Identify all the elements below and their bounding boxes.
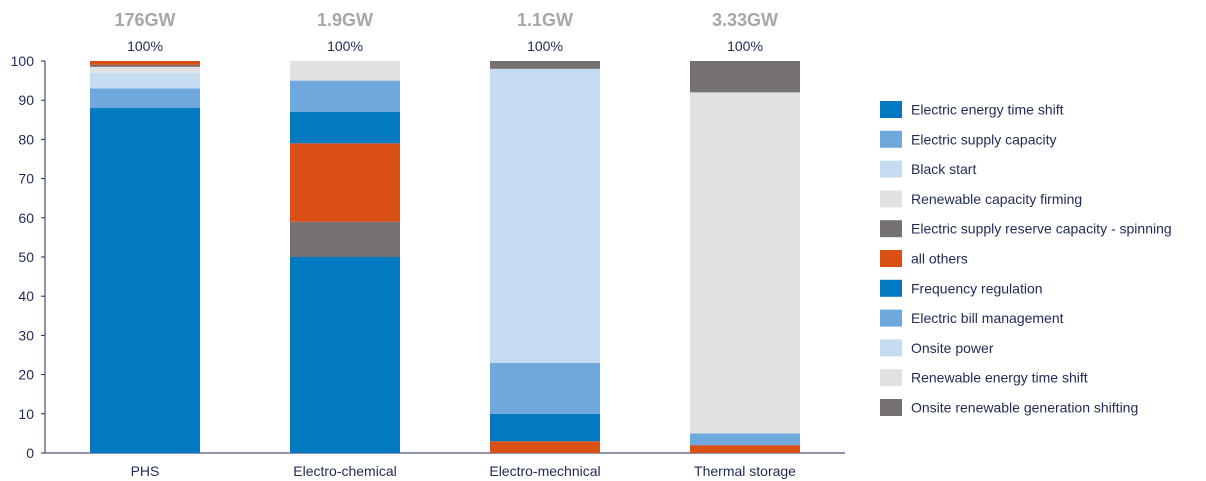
legend-swatch xyxy=(880,101,902,118)
legend-swatch xyxy=(880,369,902,387)
legend-label: Electric bill management xyxy=(911,310,1064,326)
bar-segment xyxy=(290,143,400,222)
y-tick-label: 20 xyxy=(18,367,34,383)
category-label: Thermal storage xyxy=(694,463,796,479)
y-tick-label: 100 xyxy=(11,53,35,69)
bar-segment xyxy=(490,413,600,442)
y-tick-label: 0 xyxy=(26,445,34,461)
y-tick-label: 60 xyxy=(18,210,34,226)
legend-label: Black start xyxy=(911,161,976,177)
bar-segment xyxy=(290,111,400,144)
total-label: 100% xyxy=(127,38,163,54)
capacity-label: 176GW xyxy=(114,10,175,30)
category-label: Electro-chemical xyxy=(293,463,396,479)
total-label: 100% xyxy=(327,38,363,54)
bar-segment xyxy=(690,61,800,93)
bar-segment xyxy=(690,445,800,453)
total-label: 100% xyxy=(527,38,563,54)
bar-segment xyxy=(90,108,200,453)
y-tick-label: 50 xyxy=(18,249,34,265)
bar-segment xyxy=(490,68,600,363)
capacity-label: 1.1GW xyxy=(517,10,573,30)
legend-swatch xyxy=(880,220,902,238)
legend-swatch xyxy=(880,250,902,267)
legend-swatch xyxy=(880,279,902,297)
bar-segment xyxy=(290,257,400,453)
y-tick-label: 10 xyxy=(18,406,34,422)
legend-label: Onsite renewable generation shifting xyxy=(911,400,1138,416)
legend-label: Electric supply reserve capacity - spinn… xyxy=(911,221,1172,237)
bar-segment xyxy=(290,80,400,112)
bar-segment xyxy=(490,362,600,414)
category-label: PHS xyxy=(131,463,160,479)
legend-label: all others xyxy=(911,251,968,267)
bar-segment xyxy=(90,61,200,65)
category-label: Electro-mechnical xyxy=(489,463,600,479)
bar-segment xyxy=(290,221,400,257)
bar-segment xyxy=(90,88,200,109)
y-tick-label: 90 xyxy=(18,92,34,108)
bar-segment xyxy=(490,441,600,453)
total-label: 100% xyxy=(727,38,763,54)
legend-swatch xyxy=(880,339,902,357)
legend-label: Frequency regulation xyxy=(911,280,1043,296)
legend-label: Renewable energy time shift xyxy=(911,370,1088,386)
y-tick-label: 80 xyxy=(18,131,34,147)
bar-segment xyxy=(90,64,200,67)
y-tick-label: 70 xyxy=(18,171,34,187)
bar-segment xyxy=(90,66,200,73)
capacity-label: 1.9GW xyxy=(317,10,373,30)
legend-label: Onsite power xyxy=(911,340,994,356)
bar-segment xyxy=(690,92,800,434)
legend-swatch xyxy=(880,160,902,178)
bar-segment xyxy=(90,72,200,89)
bar-segment xyxy=(290,61,400,81)
bar-segment xyxy=(490,61,600,69)
legend-label: Electric energy time shift xyxy=(911,102,1064,118)
legend-label: Renewable capacity firming xyxy=(911,191,1082,207)
legend-swatch xyxy=(880,190,902,208)
capacity-label: 3.33GW xyxy=(712,10,778,30)
legend-swatch xyxy=(880,309,902,327)
bar-segment xyxy=(690,433,800,446)
legend-swatch xyxy=(880,399,902,416)
y-tick-label: 30 xyxy=(18,327,34,343)
legend-swatch xyxy=(880,130,902,148)
y-tick-label: 40 xyxy=(18,288,34,304)
legend-label: Electric supply capacity xyxy=(911,131,1057,147)
